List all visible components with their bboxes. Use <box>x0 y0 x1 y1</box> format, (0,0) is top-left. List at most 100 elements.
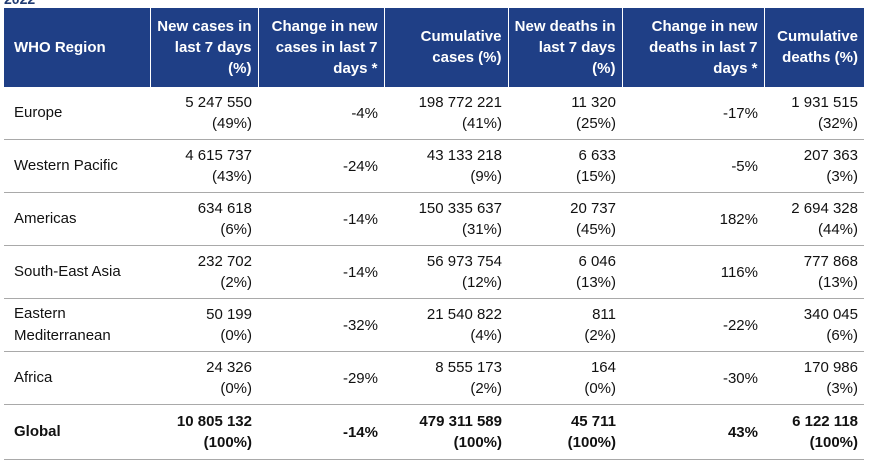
cumulative-deaths-percent: (32%) <box>817 115 858 132</box>
cumulative-deaths-percent: (6%) <box>826 327 858 344</box>
new-cases-percent: (43%) <box>211 168 252 185</box>
table-row: Americas 634 618 (6%) -14% 150 335 637 (31… <box>4 192 864 246</box>
new-cases-value: 5 247 550 <box>185 94 252 111</box>
cumulative-deaths-percent: (100%) <box>809 434 858 451</box>
new-deaths-cell: 11 320 (25%) <box>508 86 622 140</box>
change-deaths-cell: 43% <box>622 404 764 460</box>
header-cumulative-deaths: Cumulative deaths (%) <box>764 8 864 87</box>
new-cases-percent: (2%) <box>220 274 252 291</box>
new-deaths-percent: (45%) <box>575 221 616 238</box>
header-change-new-cases: Change in new cases in last 7 days * <box>258 8 385 87</box>
cumulative-cases-cell: 56 973 754 (12%) <box>384 245 508 299</box>
change-deaths-cell: 116% <box>622 245 764 299</box>
change-deaths-cell: 182% <box>622 192 764 246</box>
region-cell: South-East Asia <box>4 245 150 299</box>
cumulative-cases-value: 8 555 173 <box>435 359 502 376</box>
cumulative-cases-cell: 479 311 589 (100%) <box>384 404 508 460</box>
clipped-title-fragment: 2022 <box>4 0 35 7</box>
cumulative-cases-value: 150 335 637 <box>418 200 502 217</box>
new-deaths-value: 6 046 <box>578 253 616 270</box>
new-cases-value: 10 805 132 <box>176 413 252 430</box>
new-cases-cell: 4 615 737 (43%) <box>150 139 258 193</box>
cumulative-cases-value: 198 772 221 <box>418 94 502 111</box>
cumulative-deaths-cell: 207 363 (3%) <box>764 139 864 193</box>
new-cases-percent: (6%) <box>220 221 252 238</box>
change-deaths-cell: -30% <box>622 351 764 405</box>
cumulative-cases-percent: (9%) <box>470 168 502 185</box>
table-row: Eastern Mediterranean 50 199 (0%) -32% 21… <box>4 298 864 352</box>
new-cases-cell: 24 326 (0%) <box>150 351 258 405</box>
new-cases-value: 634 618 <box>197 200 252 217</box>
table-row: Africa 24 326 (0%) -29% 8 555 173 (2%) 164… <box>4 351 864 405</box>
cumulative-cases-cell: 8 555 173 (2%) <box>384 351 508 405</box>
new-cases-value: 50 199 <box>206 306 252 323</box>
change-deaths-cell: -5% <box>622 139 764 193</box>
change-cases-cell: -32% <box>258 298 384 352</box>
cumulative-deaths-value: 170 986 <box>803 359 858 376</box>
new-deaths-cell: 20 737 (45%) <box>508 192 622 246</box>
cumulative-deaths-cell: 340 045 (6%) <box>764 298 864 352</box>
new-cases-percent: (0%) <box>220 327 252 344</box>
new-deaths-value: 6 633 <box>578 147 616 164</box>
cumulative-deaths-cell: 777 868 (13%) <box>764 245 864 299</box>
new-cases-cell: 232 702 (2%) <box>150 245 258 299</box>
new-cases-cell: 50 199 (0%) <box>150 298 258 352</box>
cumulative-deaths-cell: 1 931 515 (32%) <box>764 86 864 140</box>
cumulative-deaths-value: 777 868 <box>803 253 858 270</box>
new-cases-cell: 634 618 (6%) <box>150 192 258 246</box>
cumulative-deaths-value: 1 931 515 <box>791 94 858 111</box>
header-change-new-deaths: Change in new deaths in last 7 days * <box>622 8 765 87</box>
new-cases-percent: (0%) <box>220 380 252 397</box>
new-deaths-value: 11 320 <box>571 94 616 111</box>
cumulative-cases-cell: 150 335 637 (31%) <box>384 192 508 246</box>
table-row: South-East Asia 232 702 (2%) -14% 56 973 … <box>4 245 864 299</box>
cumulative-deaths-cell: 6 122 118 (100%) <box>764 404 864 460</box>
cumulative-deaths-cell: 2 694 328 (44%) <box>764 192 864 246</box>
new-deaths-percent: (13%) <box>575 274 616 291</box>
cumulative-deaths-percent: (13%) <box>817 274 858 291</box>
change-deaths-cell: -22% <box>622 298 764 352</box>
global-total-row: Global 10 805 132 (100%) -14% 479 311 589… <box>4 404 864 460</box>
cumulative-cases-percent: (4%) <box>470 327 502 344</box>
new-cases-value: 4 615 737 <box>185 147 252 164</box>
cumulative-cases-percent: (100%) <box>453 434 502 451</box>
cumulative-deaths-percent: (3%) <box>826 168 858 185</box>
cumulative-deaths-value: 340 045 <box>803 306 858 323</box>
change-cases-cell: -24% <box>258 139 384 193</box>
change-cases-cell: -14% <box>258 404 384 460</box>
region-cell: Global <box>4 404 150 460</box>
cumulative-deaths-value: 207 363 <box>803 147 858 164</box>
change-cases-cell: -14% <box>258 192 384 246</box>
cumulative-deaths-percent: (3%) <box>826 380 858 397</box>
cumulative-cases-cell: 43 133 218 (9%) <box>384 139 508 193</box>
cumulative-deaths-value: 6 122 118 <box>792 413 858 430</box>
table-row: Europe 5 247 550 (49%) -4% 198 772 221 (41… <box>4 86 864 140</box>
new-cases-value: 24 326 <box>206 359 252 376</box>
new-deaths-value: 45 711 <box>570 413 616 430</box>
new-cases-cell: 5 247 550 (49%) <box>150 86 258 140</box>
cumulative-cases-percent: (2%) <box>470 380 502 397</box>
cumulative-cases-value: 479 311 589 <box>419 413 502 430</box>
new-deaths-cell: 45 711 (100%) <box>508 404 622 460</box>
new-cases-cell: 10 805 132 (100%) <box>150 404 258 460</box>
header-who-region: WHO Region <box>4 8 151 87</box>
change-deaths-cell: -17% <box>622 86 764 140</box>
table-row: Western Pacific 4 615 737 (43%) -24% 43 1… <box>4 139 864 193</box>
cumulative-deaths-percent: (44%) <box>817 221 858 238</box>
region-cell: Western Pacific <box>4 139 150 193</box>
change-cases-cell: -29% <box>258 351 384 405</box>
new-deaths-value: 811 <box>592 306 616 323</box>
new-deaths-percent: (2%) <box>584 327 616 344</box>
cumulative-cases-cell: 21 540 822 (4%) <box>384 298 508 352</box>
new-deaths-cell: 164 (0%) <box>508 351 622 405</box>
cumulative-cases-value: 43 133 218 <box>426 147 502 164</box>
new-cases-percent: (49%) <box>211 115 252 132</box>
cumulative-cases-cell: 198 772 221 (41%) <box>384 86 508 140</box>
new-deaths-cell: 6 633 (15%) <box>508 139 622 193</box>
cumulative-deaths-cell: 170 986 (3%) <box>764 351 864 405</box>
new-deaths-cell: 6 046 (13%) <box>508 245 622 299</box>
cumulative-cases-percent: (31%) <box>461 221 502 238</box>
cumulative-cases-percent: (12%) <box>461 274 502 291</box>
new-cases-percent: (100%) <box>203 434 252 451</box>
new-deaths-percent: (0%) <box>584 380 616 397</box>
